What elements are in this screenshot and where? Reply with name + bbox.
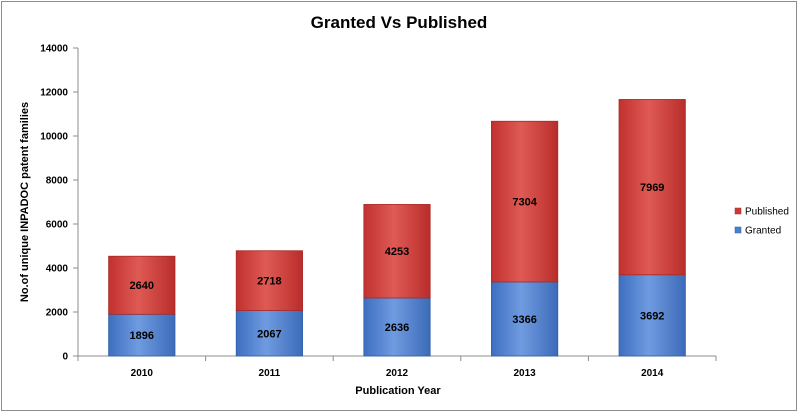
y-tick-label: 0	[62, 352, 68, 363]
y-tick-label: 6000	[46, 220, 69, 231]
bar-granted-2013	[491, 281, 559, 357]
legend-label-granted: Granted	[745, 226, 781, 237]
y-tick-label: 2000	[46, 308, 69, 319]
bar-granted-2011	[235, 310, 303, 357]
legend-swatch-published	[734, 207, 742, 215]
chart-title: Granted Vs Published	[311, 13, 488, 32]
bar-published-2010	[108, 255, 176, 315]
bars: 1896 2640 2067 2718 2636 4253 3366 7304 3692 7969	[108, 99, 686, 357]
legend: Published Granted	[734, 207, 789, 237]
data-label-published-2011: 2718	[257, 276, 281, 288]
x-tick-label-2011: 2011	[259, 368, 281, 379]
y-tick-label: 4000	[46, 264, 69, 275]
data-label-published-2010: 2640	[130, 280, 154, 292]
data-label-published-2013: 7304	[512, 197, 537, 209]
x-tick-label-2012: 2012	[386, 368, 409, 379]
x-tick-labels: 2010 2011 2012 2013 2014	[77, 356, 717, 379]
bar-published-2013	[491, 120, 559, 283]
y-tick-label: 14000	[40, 44, 68, 55]
data-label-granted-2011: 2067	[257, 328, 281, 340]
legend-swatch-granted	[734, 226, 742, 234]
x-axis-title: Publication Year	[355, 385, 441, 397]
bar-granted-2012	[363, 297, 431, 357]
x-tick-label-2010: 2010	[131, 368, 154, 379]
bar-published-2014	[618, 99, 686, 276]
x-tick-label-2013: 2013	[513, 368, 536, 379]
y-axis-title: No.of unique INPADOC patent families	[19, 102, 31, 302]
bar-published-2011	[235, 250, 303, 311]
x-tick-label-2014: 2014	[641, 368, 664, 379]
data-label-granted-2012: 2636	[385, 322, 409, 334]
data-label-granted-2010: 1896	[130, 330, 154, 342]
y-tick-label: 10000	[40, 132, 68, 143]
y-tick-labels: 0 2000 4000 6000 8000 10000 12000 14000	[40, 44, 78, 363]
y-tick-label: 8000	[46, 176, 69, 187]
data-label-granted-2014: 3692	[640, 310, 664, 322]
bar-granted-2014	[618, 274, 686, 357]
data-label-published-2014: 7969	[640, 182, 664, 194]
bar-granted-2010	[108, 313, 176, 357]
bar-published-2012	[363, 204, 431, 299]
y-tick-label: 12000	[40, 88, 68, 99]
legend-label-published: Published	[745, 207, 789, 218]
data-label-published-2012: 4253	[385, 246, 409, 258]
data-label-granted-2013: 3366	[512, 314, 536, 326]
